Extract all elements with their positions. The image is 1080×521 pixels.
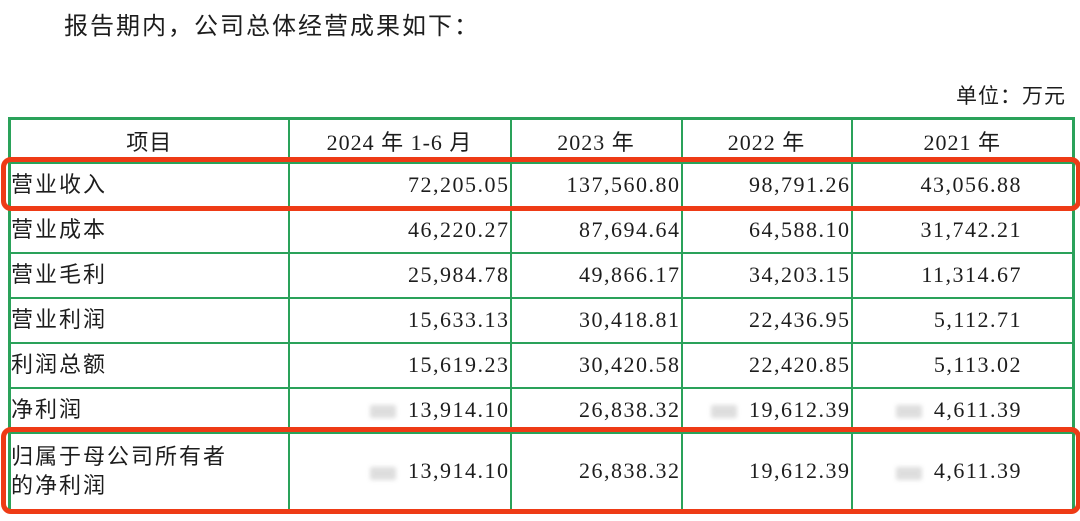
cell-value: 25,984.78 (287, 251, 512, 299)
cell-number: 64,588.10 (749, 217, 851, 242)
cell-value: 15,633.13 (287, 296, 512, 344)
column-header-2: 2023 年 (509, 117, 683, 164)
cell-number: 13,914.10 (408, 458, 510, 484)
table-row: 营业收入 72,205.05 137,560.80 98,791.26 43,056.8… (8, 161, 1075, 209)
table-row: 营业毛利 25,984.78 49,866.17 34,203.15 11,314.67 (8, 251, 1075, 299)
cell-value: 13,914.10 (287, 431, 512, 512)
row-label: 营业成本 (8, 206, 290, 254)
cell-value: 31,742.21 (850, 206, 1075, 254)
row-label: 营业收入 (8, 161, 290, 209)
cell-number: 43,056.88 (920, 172, 1022, 197)
cell-value: 15,619.23 (287, 341, 512, 389)
watermark-smudge (370, 466, 396, 480)
cell-number: 87,694.64 (579, 217, 681, 242)
cell-number: 31,742.21 (920, 217, 1022, 242)
cell-number: 25,984.78 (408, 262, 510, 287)
row-label: 归属于母公司所有者 的净利润 (8, 431, 290, 512)
cell-number: 15,633.13 (408, 307, 510, 332)
row-label: 利润总额 (8, 341, 290, 389)
column-header-3: 2022 年 (680, 117, 853, 164)
cell-value: 5,112.71 (850, 296, 1075, 344)
column-header-1: 2024 年 1-6 月 (287, 117, 512, 164)
cell-number: 4,611.39 (933, 458, 1022, 484)
cell-value: 49,866.17 (509, 251, 683, 299)
cell-number: 30,418.81 (579, 307, 681, 332)
cell-number: 34,203.15 (749, 262, 851, 287)
cell-value: 34,203.15 (680, 251, 853, 299)
cell-number: 5,112.71 (933, 307, 1022, 332)
table-header-row: 项目 2024 年 1-6 月 2023 年 2022 年 2021 年 (8, 117, 1075, 164)
cell-value: 13,914.10 (287, 386, 512, 434)
cell-number: 15,619.23 (408, 352, 510, 377)
cell-value: 98,791.26 (680, 161, 853, 209)
cell-value: 5,113.02 (850, 341, 1075, 389)
cell-value: 43,056.88 (850, 161, 1075, 209)
row-label: 营业毛利 (8, 251, 290, 299)
column-header-0: 项目 (8, 117, 290, 164)
watermark-smudge (895, 466, 922, 480)
table-row: 净利润 13,914.10 26,838.32 19,612.39 4,611.39 (8, 386, 1075, 434)
row-label: 营业利润 (8, 296, 290, 344)
cell-value: 30,418.81 (509, 296, 683, 344)
row-label: 净利润 (8, 386, 290, 434)
cell-number: 98,791.26 (749, 172, 851, 197)
watermark-smudge (370, 405, 396, 419)
cell-value: 19,612.39 (680, 431, 853, 512)
watermark-smudge (895, 405, 922, 419)
cell-number: 22,436.95 (749, 307, 851, 332)
cell-value: 26,838.32 (509, 386, 683, 434)
table-row: 归属于母公司所有者 的净利润 13,914.10 26,838.32 19,612.3… (8, 431, 1075, 512)
table-row: 营业利润 15,633.13 30,418.81 22,436.95 5,112.71 (8, 296, 1075, 344)
cell-number: 11,314.67 (921, 262, 1022, 287)
cell-value: 19,612.39 (680, 386, 853, 434)
cell-value: 22,420.85 (680, 341, 853, 389)
cell-number: 46,220.27 (408, 217, 510, 242)
table-row: 营业成本 46,220.27 87,694.64 64,588.10 31,742.21 (8, 206, 1075, 254)
cell-number: 72,205.05 (408, 172, 510, 197)
cell-value: 26,838.32 (509, 431, 683, 512)
cell-value: 46,220.27 (287, 206, 512, 254)
cell-number: 19,612.39 (749, 397, 851, 422)
cell-number: 19,612.39 (749, 458, 851, 484)
cell-number: 30,420.58 (579, 352, 681, 377)
cell-value: 11,314.67 (850, 251, 1075, 299)
cell-number: 4,611.39 (933, 397, 1022, 422)
cell-value: 4,611.39 (850, 386, 1075, 434)
unit-label: 单位：万元 (956, 84, 1066, 108)
cell-number: 13,914.10 (408, 397, 510, 422)
table-row: 利润总额 15,619.23 30,420.58 22,420.85 5,113.02 (8, 341, 1075, 389)
cell-number: 22,420.85 (749, 352, 851, 377)
cell-number: 26,838.32 (579, 397, 681, 422)
cell-value: 72,205.05 (287, 161, 512, 209)
cell-value: 64,588.10 (680, 206, 853, 254)
cell-value: 137,560.80 (509, 161, 683, 209)
intro-text: 报告期内，公司总体经营成果如下： (64, 14, 480, 40)
watermark-smudge (711, 405, 737, 419)
cell-value: 4,611.39 (850, 431, 1075, 512)
financial-results-table: 项目 2024 年 1-6 月 2023 年 2022 年 2021 年 营业收入 72,… (8, 117, 1075, 512)
column-header-4: 2021 年 (850, 117, 1075, 164)
cell-value: 30,420.58 (509, 341, 683, 389)
cell-number: 5,113.02 (933, 352, 1022, 377)
cell-number: 137,560.80 (566, 172, 681, 197)
cell-value: 22,436.95 (680, 296, 853, 344)
cell-value: 87,694.64 (509, 206, 683, 254)
cell-number: 26,838.32 (579, 458, 681, 484)
cell-number: 49,866.17 (579, 262, 681, 287)
